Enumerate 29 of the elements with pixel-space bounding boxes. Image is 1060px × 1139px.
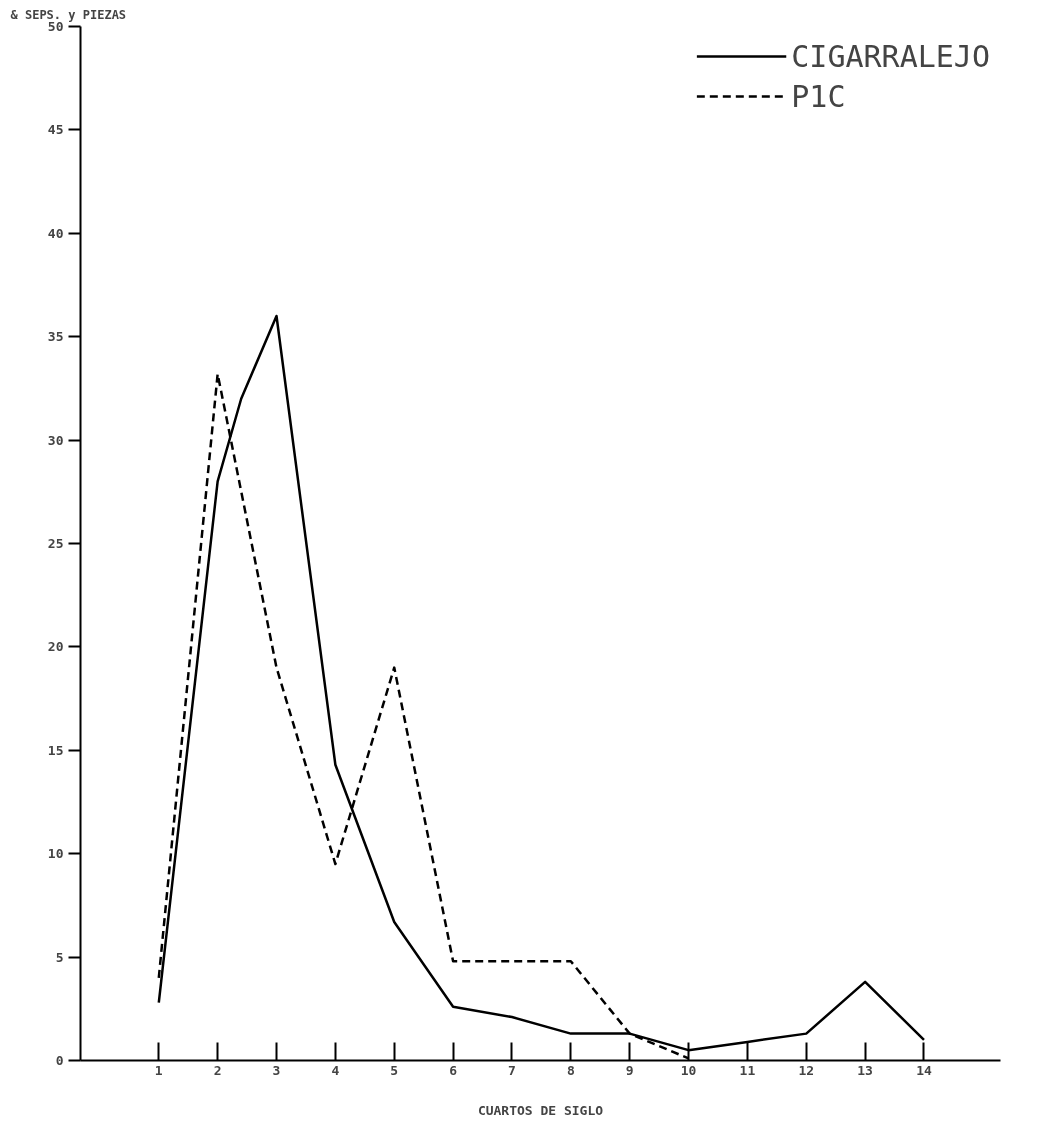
y-tick-label: 5 <box>55 949 64 965</box>
x-axis-title: CUARTOS DE SIGLO <box>477 1102 604 1118</box>
x-tick-label: 14 <box>916 1062 932 1078</box>
legend-label: P1C <box>791 77 846 116</box>
y-tick-label: 35 <box>47 329 64 345</box>
x-tick-label: 1 <box>154 1062 163 1078</box>
y-tick-label: 30 <box>47 432 64 448</box>
y-tick-label: 45 <box>47 122 64 138</box>
x-tick-label: 5 <box>390 1062 399 1078</box>
x-tick-label: 13 <box>857 1062 873 1078</box>
y-tick-label: 50 <box>47 19 64 34</box>
y-tick-label: 15 <box>47 742 64 758</box>
y-tick-label: 10 <box>47 846 64 862</box>
y-axis-title: & SEPS. y PIEZAS <box>10 7 127 22</box>
y-tick-label: 0 <box>55 1053 64 1068</box>
x-tick-label: 11 <box>739 1062 756 1078</box>
x-tick-label: 12 <box>798 1062 815 1078</box>
x-tick-label: 6 <box>449 1062 458 1078</box>
y-tick-label: 40 <box>47 225 64 241</box>
x-tick-label: 7 <box>508 1062 516 1078</box>
x-tick-label: 8 <box>566 1062 575 1078</box>
x-tick-label: 2 <box>213 1062 222 1078</box>
legend-label: CIGARRALEJO <box>791 37 990 76</box>
y-tick-label: 20 <box>47 639 64 655</box>
x-tick-label: 10 <box>680 1062 697 1078</box>
x-tick-label: 4 <box>331 1062 340 1078</box>
y-tick-label: 25 <box>47 536 64 551</box>
x-tick-label: 3 <box>272 1062 281 1078</box>
x-tick-label: 9 <box>625 1062 634 1078</box>
